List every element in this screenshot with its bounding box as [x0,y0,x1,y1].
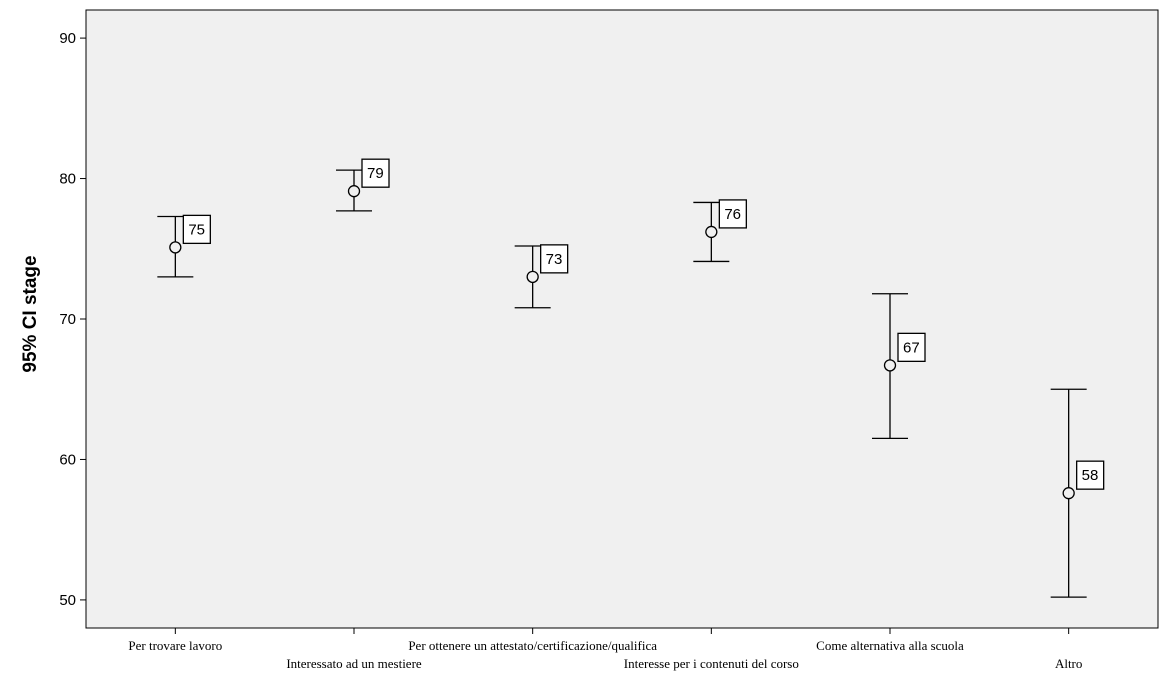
y-tick-label-2: 70 [59,311,76,328]
mean-point-5 [1062,487,1075,500]
data-label-box-4 [897,332,926,363]
mean-point-4 [883,359,897,372]
y-tick-label-0: 50 [59,592,76,609]
data-label-box-3 [718,199,747,229]
x-axis: Per trovare lavoro Interessato ad un mest… [128,628,1082,671]
error-bar-2: 73 [514,244,569,309]
x-tick-label-1: Interessato ad un mestiere [286,656,422,671]
data-label-box-0 [182,214,211,245]
data-label-box-5 [1076,460,1105,490]
y-tick-label-1: 60 [59,451,76,468]
data-label-5: 58 [1082,467,1099,484]
y-tick-label-3: 80 [59,171,76,188]
plot-area [85,9,1159,629]
mean-point-0 [169,241,182,254]
data-label-3: 76 [724,206,741,223]
data-label-1: 79 [367,165,384,182]
mean-point-1 [347,185,361,198]
x-tick-label-3: Interesse per i contenuti del corso [624,656,799,671]
error-bar-0: 75 [157,214,211,278]
y-axis: 50 60 70 80 90 [59,30,86,609]
y-tick-label-4: 90 [59,30,76,47]
mean-point-2 [526,270,539,284]
error-bar-5: 58 [1050,388,1105,598]
data-label-box-1 [361,158,390,188]
data-label-0: 75 [188,221,205,238]
data-label-2: 73 [546,251,563,268]
x-tick-label-2: Per ottenere un attestato/certificazione… [408,638,657,653]
x-tick-label-4: Come alternativa alla scuola [816,638,964,653]
data-label-box-2 [540,244,569,274]
x-tick-label-5: Altro [1055,656,1082,671]
x-tick-label-0: Per trovare lavoro [128,638,222,653]
mean-point-3 [705,225,718,239]
error-bars: 75 79 73 76 67 58 [157,158,1105,598]
data-label-4: 67 [903,339,920,356]
error-bar-4: 67 [872,293,926,440]
y-axis-label: 95% CI stage [20,255,41,372]
error-bar-3: 76 [693,199,747,263]
error-bar-1: 79 [336,158,390,212]
